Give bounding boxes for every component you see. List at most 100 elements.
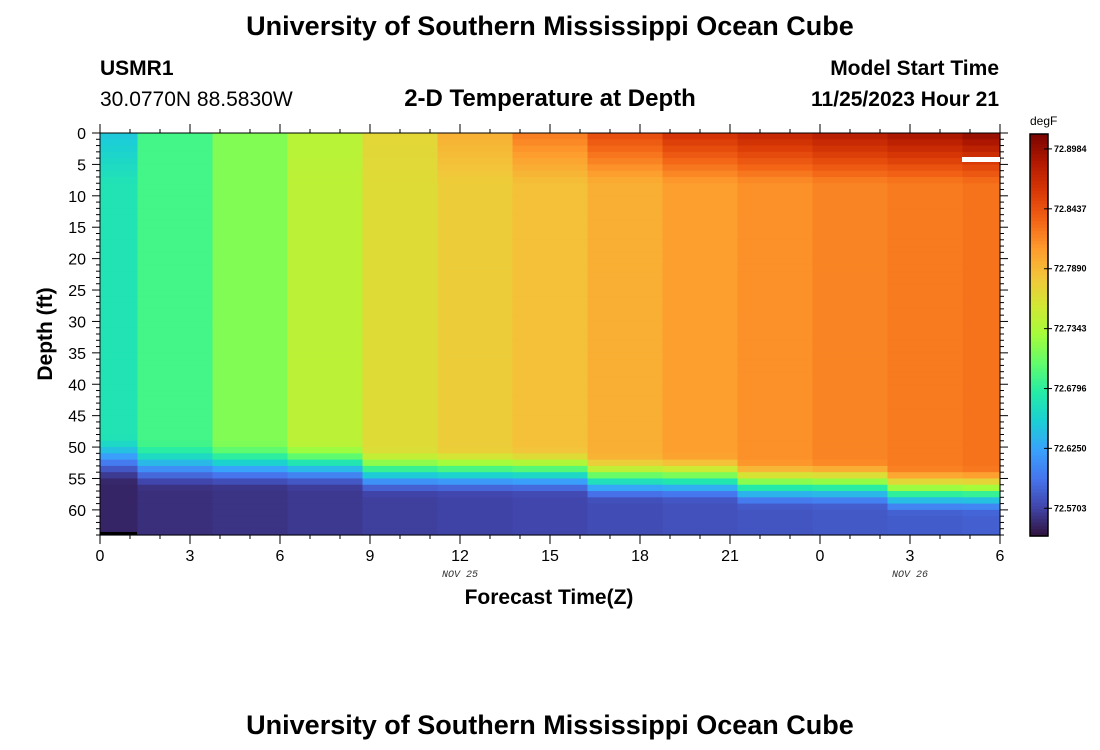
- heatmap-cell: [287, 227, 364, 235]
- heatmap-cell: [137, 522, 214, 530]
- heatmap-cell: [362, 183, 439, 191]
- heatmap-cell: [137, 403, 214, 410]
- heatmap-cell: [362, 145, 439, 153]
- heatmap-cell: [212, 202, 289, 209]
- heatmap-cell: [587, 195, 664, 203]
- heatmap-cell: [887, 453, 964, 461]
- heatmap-cell: [287, 271, 364, 279]
- heatmap-cell: [437, 151, 514, 159]
- heatmap-cell: [100, 352, 139, 360]
- colorbar-segment: [1030, 291, 1048, 296]
- heatmap-cell: [100, 484, 139, 492]
- heatmap-cell: [100, 220, 139, 228]
- colorbar-segment: [1030, 489, 1048, 494]
- heatmap-cell: [962, 509, 1001, 517]
- heatmap-cell: [737, 271, 814, 279]
- heatmap-cell: [100, 252, 139, 260]
- heatmap-cell: [100, 264, 139, 272]
- heatmap-cell: [812, 252, 889, 260]
- heatmap-cell: [962, 528, 1001, 536]
- heatmap-cell: [512, 516, 589, 524]
- heatmap-cell: [737, 151, 814, 159]
- colorbar-segment: [1030, 492, 1048, 497]
- heatmap-cell: [512, 271, 589, 279]
- heatmap-cell: [812, 421, 889, 429]
- heatmap-cell: [962, 327, 1001, 335]
- heatmap-cell: [512, 258, 589, 266]
- heatmap-cell: [962, 434, 1001, 442]
- heatmap-cell: [587, 158, 664, 166]
- heatmap-cell: [137, 315, 214, 323]
- heatmap-cell: [812, 158, 889, 166]
- colorbar-segment: [1030, 341, 1048, 346]
- heatmap-cell: [212, 503, 289, 511]
- heatmap-cell: [287, 528, 364, 536]
- heatmap-cell: [962, 497, 1001, 505]
- heatmap-cell: [962, 516, 1001, 524]
- heatmap-cell: [737, 277, 814, 285]
- heatmap-cell: [137, 290, 214, 297]
- heatmap-cell: [137, 334, 214, 341]
- colorbar-tick-label: 72.5703: [1054, 503, 1087, 513]
- heatmap-cell: [662, 151, 739, 159]
- heatmap-cell: [512, 421, 589, 429]
- heatmap-cell: [662, 421, 739, 429]
- heatmap-cell: [587, 453, 664, 461]
- colorbar-segment: [1030, 328, 1048, 333]
- heatmap-cell: [362, 459, 439, 467]
- heatmap-cell: [662, 478, 739, 486]
- heatmap-cell: [437, 421, 514, 429]
- colorbar-segment: [1030, 422, 1048, 427]
- heatmap-cell: [287, 453, 364, 461]
- heatmap-cell: [962, 252, 1001, 260]
- colorbar-segment: [1030, 512, 1048, 517]
- colorbar-segment: [1030, 345, 1048, 349]
- heatmap-cell: [100, 189, 139, 197]
- heatmap-cell: [962, 258, 1001, 266]
- colorbar-tick-label: 72.8984: [1054, 144, 1087, 154]
- heatmap-cell: [737, 283, 814, 291]
- heatmap-cell: [737, 246, 814, 253]
- heatmap-cell: [287, 321, 364, 329]
- heatmap-cell: [512, 428, 589, 436]
- colorbar-segment: [1030, 515, 1048, 520]
- heatmap-cell: [362, 133, 439, 140]
- colorbar-segment: [1030, 425, 1048, 430]
- heatmap-cell: [362, 365, 439, 373]
- heatmap-cell: [662, 384, 739, 392]
- heatmap-cell: [212, 277, 289, 285]
- heatmap-cell: [587, 346, 664, 354]
- heatmap-cell: [362, 164, 439, 172]
- heatmap-cell: [887, 296, 964, 304]
- heatmap-cell: [512, 164, 589, 172]
- x-axis-label: Forecast Time(Z): [465, 586, 634, 609]
- heatmap-cell: [737, 195, 814, 203]
- heatmap-cell: [100, 465, 139, 473]
- heatmap-cell: [962, 503, 1001, 511]
- heatmap-cell: [962, 447, 1001, 454]
- heatmap-cell: [587, 465, 664, 473]
- colorbar-segment: [1030, 204, 1048, 209]
- heatmap-cell: [962, 315, 1001, 323]
- heatmap-cell: [662, 264, 739, 272]
- heatmap-cell: [812, 308, 889, 316]
- heatmap-cell: [437, 409, 514, 417]
- heatmap-cell: [100, 296, 139, 304]
- heatmap-cell: [587, 359, 664, 367]
- heatmap-cell: [512, 302, 589, 310]
- heatmap-cell: [962, 453, 1001, 461]
- colorbar-segment: [1030, 442, 1048, 447]
- heatmap-cell: [362, 472, 439, 480]
- heatmap-cell: [362, 497, 439, 505]
- heatmap-cell: [662, 208, 739, 216]
- heatmap-cell: [137, 472, 214, 480]
- heatmap-cell: [887, 176, 964, 184]
- heatmap-cell: [587, 246, 664, 253]
- heatmap-cell: [812, 139, 889, 147]
- heatmap-cell: [437, 308, 514, 316]
- heatmap-cell: [887, 384, 964, 392]
- heatmap-cell: [587, 252, 664, 260]
- heatmap-cell: [362, 390, 439, 398]
- heatmap-cell: [212, 321, 289, 329]
- heatmap-cell: [137, 327, 214, 335]
